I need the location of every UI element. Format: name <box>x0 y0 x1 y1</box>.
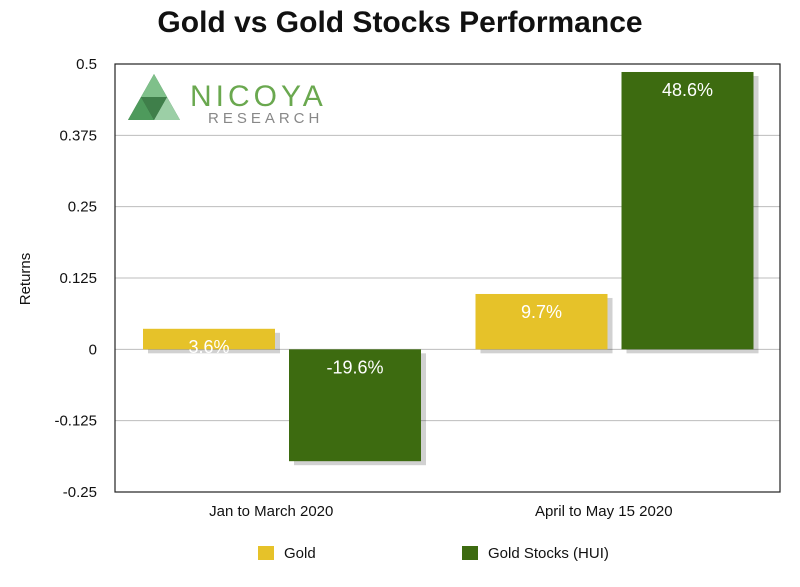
y-tick-label: 0 <box>89 341 97 358</box>
legend-label: Gold <box>284 545 316 562</box>
y-axis-ticks: 0.5 0.375 0.25 0.125 0 -0.125 -0.25 <box>54 56 97 501</box>
category-label: Jan to March 2020 <box>209 503 333 520</box>
y-axis-label: Returns <box>17 253 34 306</box>
bar <box>621 71 754 350</box>
logo-triangle-icon <box>128 74 180 120</box>
bar <box>289 349 421 462</box>
legend: Gold Gold Stocks (HUI) <box>258 545 609 562</box>
legend-swatch <box>258 546 274 560</box>
chart-title: Gold vs Gold Stocks Performance <box>157 6 643 39</box>
logo-subtitle: RESEARCH <box>208 110 323 127</box>
legend-swatch <box>462 546 478 560</box>
nicoya-logo: NICOYA RESEARCH <box>128 74 327 127</box>
data-label: 3.6% <box>188 337 229 357</box>
data-label: 48.6% <box>662 80 713 100</box>
plot-frame <box>114 63 781 493</box>
y-tick-label: 0.125 <box>59 270 97 287</box>
y-tick-label: -0.25 <box>63 484 97 501</box>
category-label: April to May 15 2020 <box>535 503 673 520</box>
legend-label: Gold Stocks (HUI) <box>488 545 609 562</box>
data-labels: 3.6% -19.6% 9.7% 48.6% <box>188 80 713 377</box>
y-tick-label: -0.125 <box>54 413 97 430</box>
data-label: -19.6% <box>326 357 383 377</box>
category-labels: Jan to March 2020 April to May 15 2020 <box>209 503 672 520</box>
bar <box>475 293 608 350</box>
data-label: 9.7% <box>521 302 562 322</box>
y-tick-label: 0.375 <box>59 127 97 144</box>
y-tick-label: 0.5 <box>76 56 97 73</box>
y-tick-label: 0.25 <box>68 199 97 216</box>
logo-name: NICOYA <box>190 80 327 113</box>
bars <box>143 71 759 466</box>
bar <box>143 328 275 350</box>
